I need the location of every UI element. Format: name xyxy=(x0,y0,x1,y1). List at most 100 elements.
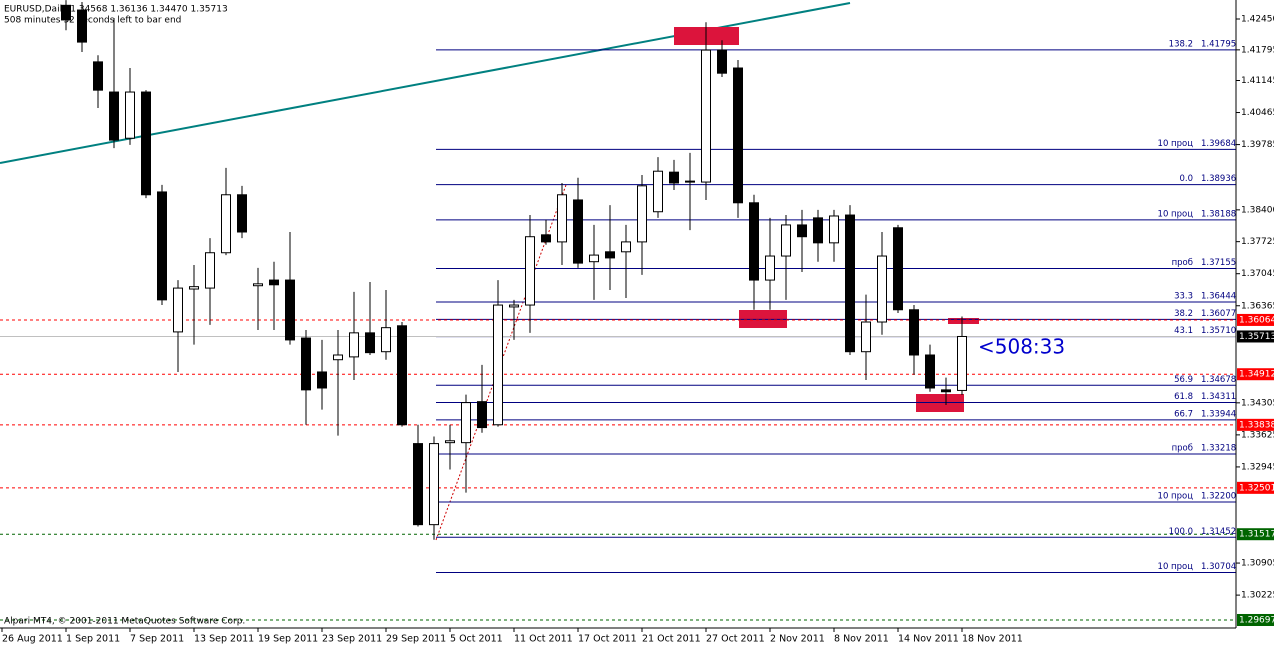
level-name: 10 проц xyxy=(1158,562,1194,572)
candle-body xyxy=(189,286,199,290)
x-tick-label: 29 Sep 2011 xyxy=(386,634,446,645)
level-value: 1.41795 xyxy=(1201,39,1236,49)
candle-body xyxy=(621,241,631,253)
level-name: 43.1 xyxy=(1174,326,1193,336)
candle-body xyxy=(957,335,967,391)
price-label: 1.36064 xyxy=(1239,315,1274,325)
candle-body xyxy=(461,402,471,444)
level-name: 10 проц xyxy=(1158,209,1194,219)
level-value: 1.34678 xyxy=(1201,375,1236,385)
candle-body xyxy=(141,91,151,196)
candle-body xyxy=(77,9,87,43)
candle-body xyxy=(893,227,903,311)
level-name: 0.0 xyxy=(1179,174,1193,184)
level-value: 1.36444 xyxy=(1201,292,1236,302)
y-tick-label: 1.42450 xyxy=(1241,14,1274,24)
level-value: 1.32200 xyxy=(1201,492,1236,502)
x-tick-label: 21 Oct 2011 xyxy=(642,634,701,645)
level-value: 1.33218 xyxy=(1201,444,1236,454)
x-tick-label: 17 Oct 2011 xyxy=(578,634,637,645)
y-tick-label: 1.37725 xyxy=(1241,237,1274,247)
candle-body xyxy=(205,252,215,289)
level-name: 100.0 xyxy=(1169,527,1193,537)
plot-area xyxy=(0,0,1236,628)
y-tick-label: 1.39785 xyxy=(1241,140,1274,150)
y-tick-label: 1.41795 xyxy=(1241,45,1274,55)
candle-body xyxy=(413,443,423,526)
price-label: 1.32501 xyxy=(1239,483,1274,493)
candle-body xyxy=(125,91,135,139)
countdown: <508:33 xyxy=(978,335,1065,359)
candle-body xyxy=(509,304,519,308)
candle-body xyxy=(61,4,71,21)
y-tick-label: 1.34305 xyxy=(1241,398,1274,408)
candle-body xyxy=(909,309,919,356)
candle-body xyxy=(669,171,679,184)
y-tick-label: 1.38400 xyxy=(1241,205,1274,215)
x-tick-label: 18 Nov 2011 xyxy=(962,634,1023,645)
level-name: 66.7 xyxy=(1174,409,1193,419)
level-name: проб xyxy=(1172,258,1193,268)
candle-body xyxy=(717,49,727,74)
candle-body xyxy=(733,67,743,204)
level-value: 1.38936 xyxy=(1201,174,1236,184)
candle-body xyxy=(333,354,343,361)
candle-body xyxy=(397,325,407,426)
candle-body xyxy=(749,202,759,281)
x-tick-label: 27 Oct 2011 xyxy=(706,634,765,645)
price-label: 1.33838 xyxy=(1239,420,1274,430)
candle-body xyxy=(349,332,359,358)
candle-body xyxy=(589,254,599,263)
candle-body xyxy=(93,61,103,91)
candle-body xyxy=(285,279,295,341)
candle-body xyxy=(637,185,647,243)
y-tick-label: 1.40465 xyxy=(1241,108,1274,118)
level-name: 10 проц xyxy=(1158,139,1194,149)
level-value: 1.35710 xyxy=(1201,326,1236,336)
level-value: 1.37155 xyxy=(1201,258,1236,268)
level-value: 1.36077 xyxy=(1201,309,1236,319)
candle-body xyxy=(765,255,775,281)
chart-subtitle: 508 minutes 32 seconds left to bar end xyxy=(4,16,181,26)
candle-body xyxy=(157,191,167,301)
y-tick-label: 1.37045 xyxy=(1241,269,1274,279)
level-value: 1.39684 xyxy=(1201,139,1236,149)
candle-body xyxy=(253,283,263,287)
y-tick-label: 1.36365 xyxy=(1241,301,1274,311)
candle-body xyxy=(445,440,455,444)
price-label-box xyxy=(1237,313,1274,326)
candle-body xyxy=(429,443,439,526)
price-label: 1.31517 xyxy=(1239,530,1274,540)
level-value: 1.30704 xyxy=(1201,562,1236,572)
candle-body xyxy=(845,214,855,353)
price-label-box xyxy=(1237,613,1274,626)
price-label: 1.35713 xyxy=(1239,332,1274,342)
level-name: 56.9 xyxy=(1174,375,1193,385)
price-label: 1.34912 xyxy=(1239,370,1274,380)
x-tick-label: 7 Sep 2011 xyxy=(130,634,184,645)
price-label: 1.29697 xyxy=(1239,615,1274,625)
candle-body xyxy=(861,321,871,353)
candle-body xyxy=(605,251,615,259)
candle-body xyxy=(653,170,663,213)
candle-body xyxy=(109,91,119,141)
y-tick-label: 1.30225 xyxy=(1241,591,1274,601)
level-name: 10 проц xyxy=(1158,492,1194,502)
level-value: 1.33944 xyxy=(1201,409,1236,419)
candle-body xyxy=(685,180,695,183)
footer: Alpari MT4, © 2001-2011 MetaQuotes Softw… xyxy=(4,617,245,627)
x-tick-label: 26 Aug 2011 xyxy=(2,634,63,645)
x-tick-label: 19 Sep 2011 xyxy=(258,634,318,645)
price-label-box xyxy=(1237,368,1274,381)
price-label-box xyxy=(1237,528,1274,541)
candle-body xyxy=(541,234,551,243)
level-name: 61.8 xyxy=(1174,392,1193,402)
candle-body xyxy=(829,215,839,244)
y-tick-label: 1.32945 xyxy=(1241,462,1274,472)
price-label-box xyxy=(1237,481,1274,494)
x-tick-label: 1 Sep 2011 xyxy=(66,634,120,645)
candle-body xyxy=(781,224,791,257)
candle-body xyxy=(941,389,951,393)
